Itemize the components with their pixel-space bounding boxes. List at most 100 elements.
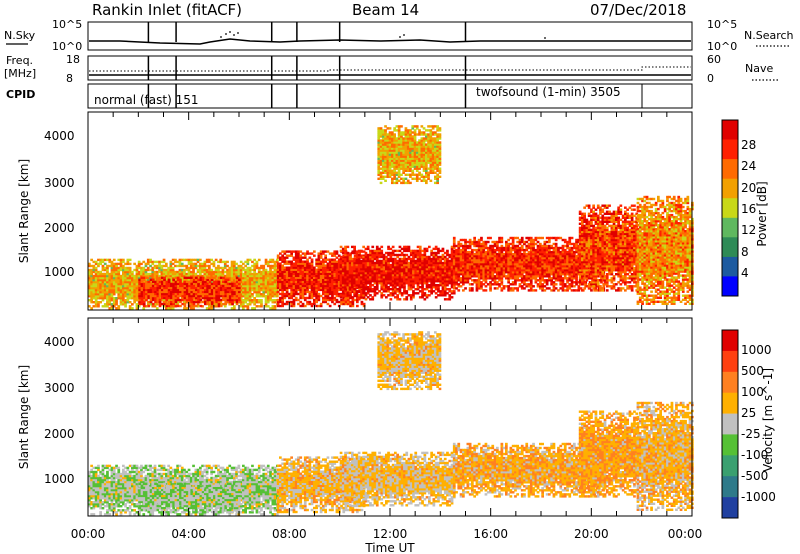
power-cell <box>525 244 529 248</box>
power-cell <box>276 260 279 264</box>
power-cell <box>283 258 287 261</box>
power-cell <box>496 287 499 290</box>
power-cell <box>199 282 202 286</box>
power-cell <box>108 303 112 306</box>
power-cell <box>122 293 125 296</box>
power-cell <box>206 290 209 294</box>
power-cell <box>94 303 98 306</box>
power-cell <box>262 268 266 272</box>
power-cell <box>364 263 368 267</box>
power-cell <box>242 291 245 294</box>
power-cell <box>131 293 134 296</box>
power-cell <box>119 266 123 270</box>
power-cell <box>407 261 411 265</box>
power-cell <box>322 290 325 294</box>
power-cell <box>196 260 200 264</box>
power-cell <box>373 249 377 253</box>
power-cell <box>473 279 476 282</box>
power-cell <box>364 267 368 271</box>
power-cell <box>167 299 170 302</box>
power-cell <box>180 274 184 278</box>
power-cell <box>324 264 327 267</box>
power-cell <box>308 270 312 273</box>
power-cell <box>264 274 268 278</box>
power-cell <box>292 262 296 265</box>
power-cell <box>308 262 312 265</box>
power-cell <box>331 274 334 277</box>
power-cell <box>353 271 356 275</box>
power-cell <box>170 294 173 298</box>
power-cell <box>525 263 529 266</box>
power-cell <box>179 304 182 308</box>
power-cell <box>308 290 312 294</box>
power-cell <box>315 258 318 261</box>
power-cell <box>266 291 270 294</box>
power-cell <box>306 264 309 267</box>
power-cell <box>281 296 284 300</box>
power-cell <box>346 251 350 255</box>
power-cell <box>285 276 289 279</box>
power-cell <box>331 270 334 273</box>
power-cell <box>165 302 169 306</box>
power-cell <box>181 288 185 292</box>
power-cell <box>108 280 112 284</box>
power-cell <box>292 274 296 277</box>
power-cell <box>190 282 194 286</box>
power-cell <box>281 292 284 296</box>
power-cell <box>344 286 347 289</box>
power-cell <box>292 284 296 288</box>
power-cell <box>446 288 449 291</box>
power-cell <box>285 278 289 281</box>
power-cell <box>339 284 343 287</box>
power-cell <box>255 291 259 294</box>
power-cell <box>181 302 185 306</box>
power-cell <box>303 296 307 300</box>
power-cell <box>151 298 155 302</box>
power-cell <box>525 283 529 286</box>
power-cell <box>273 295 277 298</box>
power-cell <box>108 258 112 262</box>
power-cell <box>373 257 377 261</box>
power-cell <box>115 276 118 280</box>
power-cell <box>369 284 372 287</box>
power-cell <box>246 278 250 282</box>
power-cell <box>235 270 238 274</box>
power-cell <box>297 258 300 261</box>
power-cell <box>279 296 282 300</box>
power-cell <box>244 278 247 282</box>
power-cell <box>362 271 365 275</box>
power-cell <box>279 292 282 296</box>
power-cell <box>260 270 263 274</box>
power-cell <box>362 286 365 289</box>
power-cell <box>360 263 363 267</box>
power-cell <box>366 247 370 251</box>
power-cell <box>167 288 171 292</box>
power-cell <box>112 286 116 290</box>
power-cell <box>271 278 275 282</box>
power-cell <box>203 276 207 280</box>
power-cell <box>131 270 134 274</box>
power-cell <box>253 272 256 276</box>
power-cell <box>174 298 178 302</box>
power-cell <box>299 286 303 290</box>
power-cell <box>264 303 268 306</box>
power-cell <box>281 294 284 298</box>
power-cell <box>215 286 218 290</box>
power-cell <box>217 304 221 308</box>
power-cell <box>230 260 234 264</box>
power-cell <box>308 268 312 271</box>
power-cell <box>106 295 109 298</box>
power-cell <box>161 296 164 300</box>
power-cell <box>269 264 272 268</box>
power-cell <box>151 288 155 292</box>
power-cell <box>292 268 296 271</box>
power-cell <box>169 270 173 274</box>
power-cell <box>183 288 187 292</box>
power-cell <box>126 293 130 296</box>
power-cell <box>418 251 422 255</box>
power-cell <box>246 276 250 280</box>
power-cell <box>253 284 256 288</box>
power-cell <box>269 307 272 310</box>
power-cell <box>112 266 116 270</box>
power-cell <box>188 286 191 290</box>
